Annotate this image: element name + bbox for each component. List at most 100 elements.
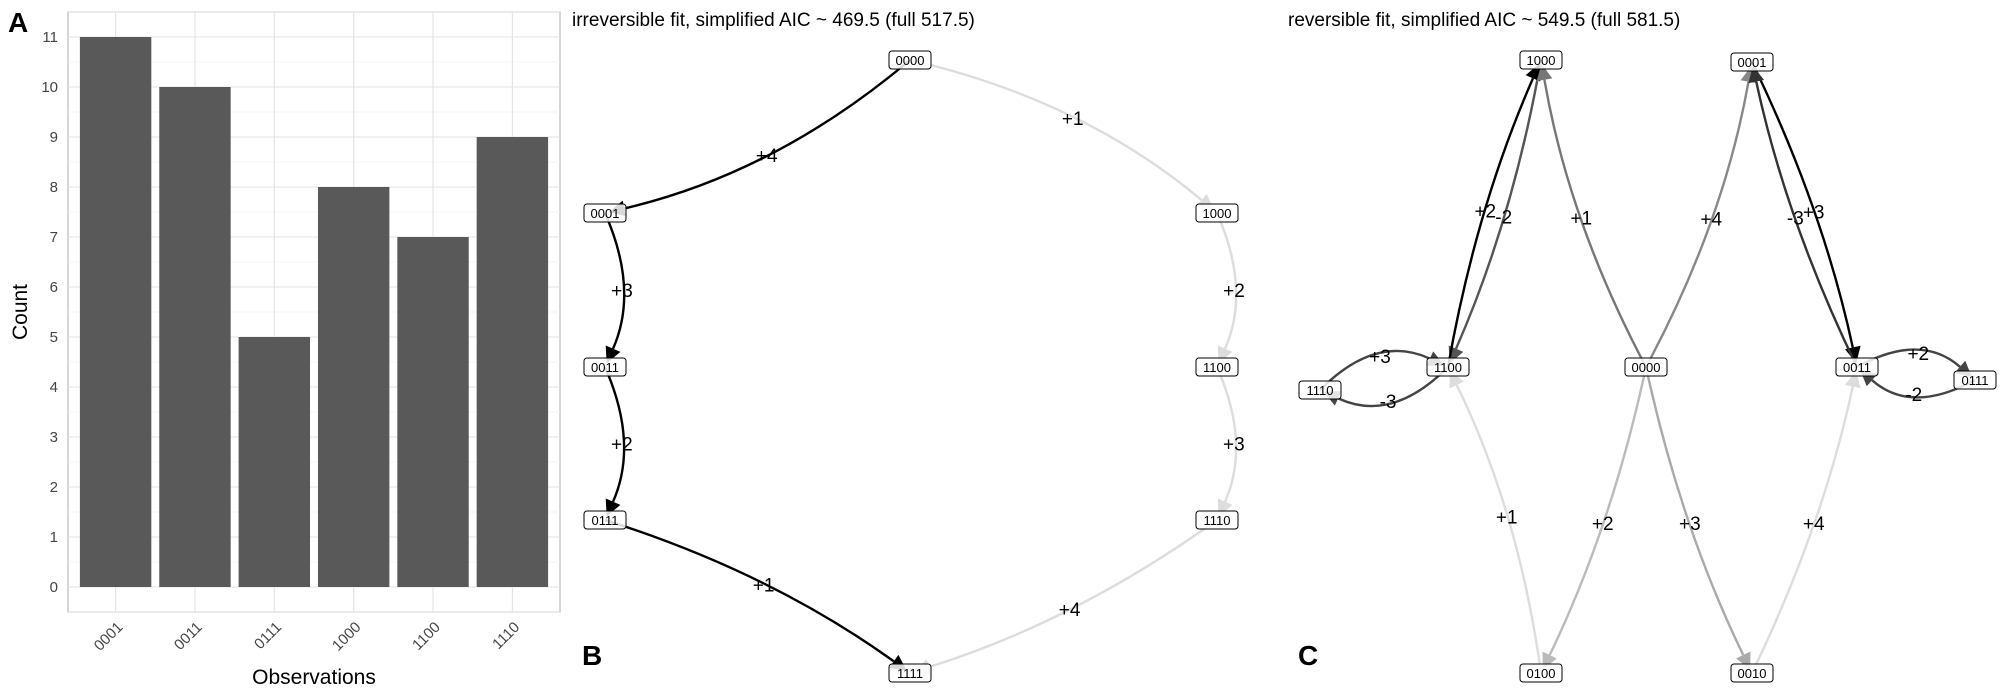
- edge-0001-0011: [1750, 61, 1854, 348]
- edge-0000-0100: [1548, 366, 1648, 656]
- edge-1110-1111: [928, 519, 1218, 669]
- edge-label: +1: [1062, 109, 1084, 130]
- edge-0000-1000: [1543, 79, 1648, 368]
- bars: [79, 37, 549, 587]
- edge-0000-0001: [1644, 81, 1750, 368]
- edge-label: +2: [611, 435, 633, 456]
- node-box-1000: [1195, 203, 1239, 223]
- node-box-0111: [583, 510, 627, 530]
- node-label-1110: 1110: [1204, 513, 1231, 528]
- node-box-0011: [1835, 357, 1879, 377]
- edge-0100-1100: [1455, 384, 1543, 674]
- edge-label: +2: [1907, 344, 1929, 365]
- y-tick-label: 9: [50, 129, 58, 146]
- edge-1000-1100: [1454, 59, 1543, 350]
- edge-label: +4: [756, 146, 778, 167]
- bar-0111: [238, 337, 311, 587]
- edge-1110-1100: [1319, 349, 1431, 391]
- node-label-1100: 1100: [1203, 360, 1231, 375]
- x-tick-label: 1100: [409, 619, 444, 654]
- node-box-0001: [583, 203, 627, 223]
- panel-letter-c: C: [1298, 640, 1318, 671]
- node-label-1000: 1000: [1527, 53, 1556, 68]
- node-box-0100: [1519, 663, 1563, 683]
- y-tick-label: 8: [50, 179, 58, 196]
- edge-label: -3: [1380, 392, 1397, 413]
- node-box-1110: [1298, 380, 1342, 400]
- x-axis-label: Observations: [252, 666, 376, 689]
- node-label-0000: 0000: [896, 53, 925, 68]
- bar-1000: [317, 187, 390, 587]
- edge-label: +4: [1700, 210, 1722, 231]
- edge-1000-1100: [1215, 212, 1238, 350]
- y-tick-label: 4: [50, 379, 58, 396]
- edge-label: +3: [1223, 435, 1245, 456]
- node-box-1110: [1195, 510, 1239, 530]
- node-label-0011: 0011: [1843, 360, 1871, 375]
- x-tick-label: 1000: [329, 619, 365, 655]
- y-tick-label: 0: [50, 579, 58, 596]
- y-tick-label: 5: [50, 329, 58, 346]
- edge-label: +3: [1803, 202, 1825, 223]
- edge-1100-1110: [1215, 366, 1238, 503]
- edge-label: -2: [1495, 207, 1512, 228]
- y-tick-label: 10: [41, 79, 58, 96]
- y-tick-labels: 0 1 2 3 4 5 6 7 8 9 10 11: [41, 29, 58, 596]
- node-label-0010: 0010: [1738, 666, 1767, 681]
- node-box-1111: [888, 663, 932, 683]
- x-tick-label: 0111: [251, 619, 285, 653]
- node-box-1100: [1195, 357, 1239, 377]
- node-box-0000: [888, 50, 932, 70]
- edge-label: +2: [1223, 281, 1245, 302]
- node-label-1100: 1100: [1434, 360, 1462, 375]
- edge-0111-1111: [604, 518, 895, 663]
- edge-0010-0011: [1750, 386, 1854, 674]
- node-label-0001: 0001: [591, 206, 620, 221]
- y-tick-label: 1: [50, 529, 58, 546]
- node-box-0000: [1624, 357, 1668, 377]
- node-label-0100: 0100: [1527, 666, 1556, 681]
- node-label-1000: 1000: [1203, 206, 1232, 221]
- node-box-0010: [1730, 663, 1774, 683]
- panel-letter-b: B: [582, 640, 602, 671]
- edge-0000-1000: [909, 58, 1203, 202]
- node-label-1111: 1111: [897, 666, 923, 681]
- y-tick-label: 7: [50, 229, 58, 246]
- node-label-0011: 0011: [591, 360, 619, 375]
- edge-0000-0010: [1644, 366, 1745, 656]
- node-box-0011: [583, 357, 627, 377]
- y-axis-label: Count: [9, 284, 32, 340]
- edge-0011-0111: [603, 366, 626, 503]
- bar-1110: [476, 137, 549, 587]
- edge-label: -2: [1905, 385, 1922, 406]
- edge-label: +4: [1803, 514, 1825, 535]
- edge-label: +2: [1592, 514, 1614, 535]
- edge-label: +1: [1570, 209, 1592, 230]
- node-label-0111: 0111: [592, 513, 619, 528]
- edge-label: +1: [753, 575, 775, 596]
- edge-label: +3: [611, 281, 633, 302]
- panel-b-title: irreversible fit, simplified AIC ~ 469.5…: [572, 10, 975, 31]
- edge-label: +3: [1679, 514, 1701, 535]
- panel-c-title: reversible fit, simplified AIC ~ 549.5 (…: [1288, 10, 1680, 31]
- edge-label: +1: [1496, 507, 1518, 528]
- x-tick-label: 1110: [489, 619, 523, 653]
- bar-0011: [159, 87, 231, 587]
- edge-0011-0001: [1755, 81, 1859, 368]
- y-tick-label: 3: [50, 429, 58, 446]
- node-label-1110: 1110: [1307, 383, 1334, 398]
- node-box-0111: [1953, 370, 1997, 390]
- edge-1100-1000: [1446, 77, 1535, 368]
- edge-label: +2: [1474, 202, 1496, 223]
- x-tick-label: 0001: [91, 619, 127, 655]
- bar-0001: [79, 37, 152, 587]
- y-tick-label: 6: [50, 279, 58, 296]
- node-box-1100: [1426, 357, 1470, 377]
- edge-1100-1110: [1337, 366, 1449, 408]
- y-tick-label: 2: [50, 479, 58, 496]
- bar-1100: [397, 237, 469, 587]
- node-label-0001: 0001: [1738, 55, 1767, 70]
- node-box-0001: [1730, 52, 1774, 72]
